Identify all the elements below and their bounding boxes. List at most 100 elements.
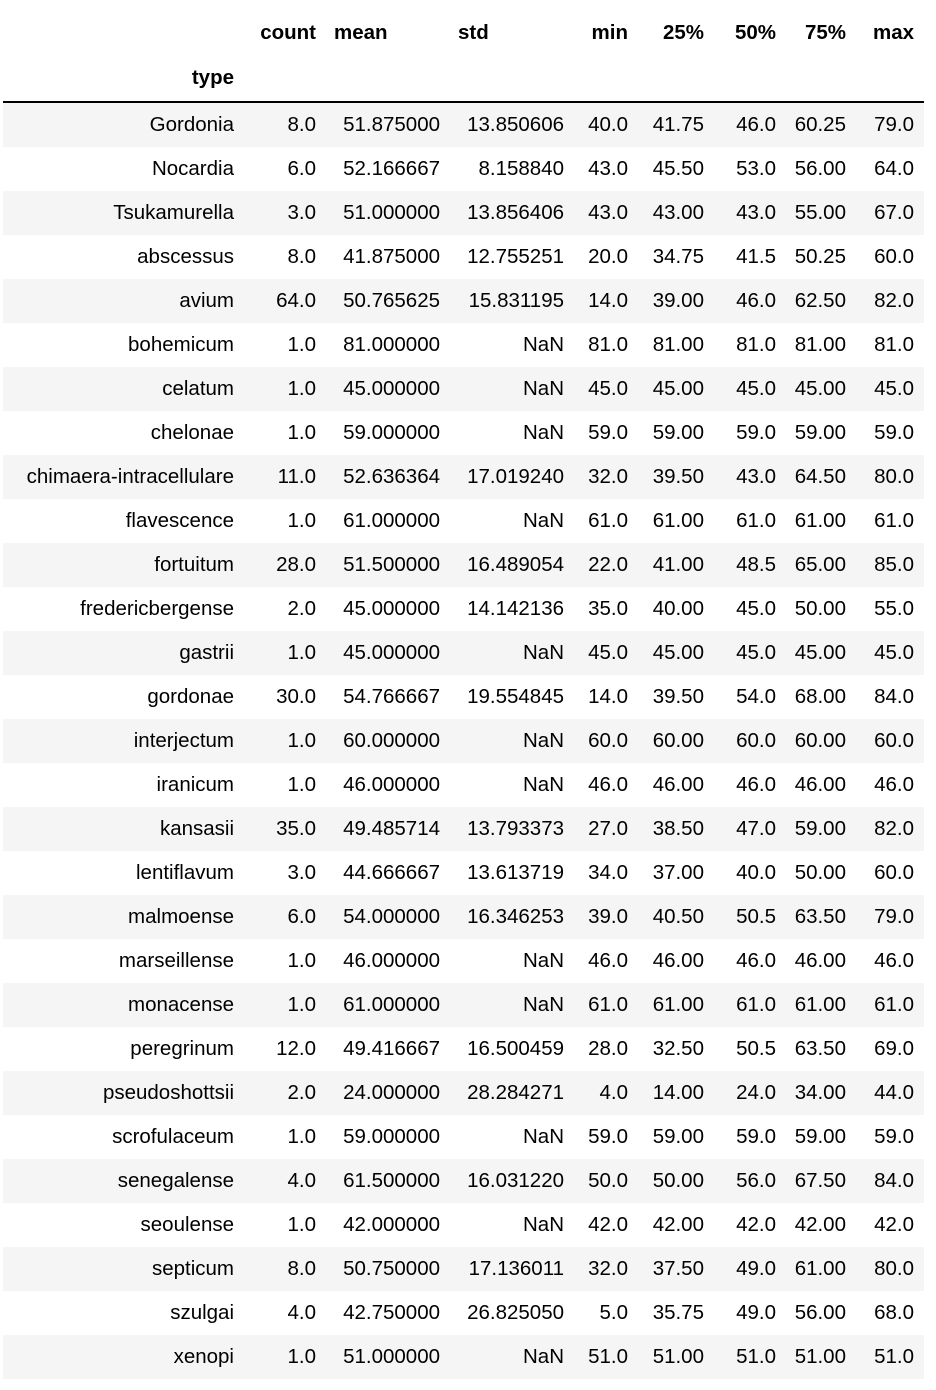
cell-count: 1.0 (287, 1125, 317, 1148)
cell-std: 26.825050 (467, 1301, 564, 1324)
row-index-label: scrofulaceum (112, 1125, 234, 1148)
cell-50pct: 40.0 (736, 861, 776, 884)
cell-std: NaN (522, 993, 564, 1016)
index-name-row: type (3, 55, 924, 103)
cell-std: 16.031220 (467, 1169, 564, 1192)
cell-std: NaN (522, 949, 564, 972)
row-index-label: chelonae (150, 421, 234, 444)
column-header-std: std (458, 21, 489, 44)
index-name-spacer (714, 55, 786, 103)
cell-50pct: 49.0 (736, 1301, 776, 1324)
cell-75pct: 59.00 (794, 817, 846, 840)
cell-min: 46.0 (588, 773, 628, 796)
column-header-max: max (872, 21, 914, 44)
cell-mean: 60.000000 (343, 729, 440, 752)
cell-50pct: 47.0 (736, 817, 776, 840)
cell-count: 1.0 (287, 641, 317, 664)
cell-50pct: 50.5 (736, 905, 776, 928)
index-name-spacer (786, 55, 856, 103)
cell-mean: 44.666667 (343, 861, 440, 884)
cell-mean: 51.000000 (343, 1345, 440, 1368)
row-index-label: szulgai (170, 1301, 234, 1324)
table-row: monacense 1.0 61.000000 NaN 61.0 61.00 61.0 61.… (3, 983, 924, 1027)
cell-75pct: 62.50 (794, 289, 846, 312)
cell-50pct: 60.0 (736, 729, 776, 752)
cell-50pct: 49.0 (736, 1257, 776, 1280)
cell-mean: 54.766667 (343, 685, 440, 708)
cell-max: 80.0 (874, 465, 914, 488)
cell-25pct: 45.00 (652, 641, 704, 664)
cell-min: 59.0 (588, 421, 628, 444)
cell-max: 51.0 (874, 1345, 914, 1368)
cell-25pct: 39.50 (652, 465, 704, 488)
cell-25pct: 45.00 (652, 377, 704, 400)
row-index-label: Nocardia (151, 157, 234, 180)
table-row: scrofulaceum 1.0 59.000000 NaN 59.0 59.00 59.0… (3, 1115, 924, 1159)
table-row: celatum 1.0 45.000000 NaN 45.0 45.00 45.0 45.00… (3, 367, 924, 411)
table-row: senegalense 4.0 61.500000 16.031220 50.0 50.0… (3, 1159, 924, 1203)
cell-std: 16.489054 (467, 553, 564, 576)
cell-min: 5.0 (599, 1301, 629, 1324)
column-header-mean: mean (334, 21, 388, 44)
cell-75pct: 60.00 (794, 729, 846, 752)
cell-count: 12.0 (276, 1037, 316, 1060)
row-index-label: bohemicum (128, 333, 234, 356)
cell-count: 4.0 (287, 1169, 317, 1192)
index-name-label: type (3, 55, 244, 103)
cell-75pct: 42.00 (794, 1213, 846, 1236)
row-index-label: seoulense (140, 1213, 234, 1236)
cell-max: 81.0 (874, 333, 914, 356)
cell-50pct: 81.0 (736, 333, 776, 356)
cell-75pct: 67.50 (794, 1169, 846, 1192)
cell-max: 60.0 (874, 729, 914, 752)
cell-std: NaN (522, 1125, 564, 1148)
table-row: Tsukamurella 3.0 51.000000 13.856406 43.0 43.… (3, 191, 924, 235)
cell-75pct: 50.00 (794, 597, 846, 620)
table-row: gordonae 30.0 54.766667 19.554845 14.0 39.50 5… (3, 675, 924, 719)
cell-75pct: 45.00 (794, 377, 846, 400)
cell-count: 1.0 (287, 1345, 317, 1368)
cell-std: 16.500459 (467, 1037, 564, 1060)
cell-std: NaN (522, 641, 564, 664)
row-index-label: monacense (128, 993, 234, 1016)
row-index-label: xenopi (173, 1345, 234, 1368)
cell-25pct: 81.00 (652, 333, 704, 356)
row-index-label: fredericbergense (80, 597, 234, 620)
cell-75pct: 61.00 (794, 1257, 846, 1280)
cell-75pct: 60.25 (794, 113, 846, 136)
table-row: seoulense 1.0 42.000000 NaN 42.0 42.00 42.0 42.… (3, 1203, 924, 1247)
cell-75pct: 63.50 (794, 905, 846, 928)
cell-50pct: 46.0 (736, 289, 776, 312)
row-index-label: Gordonia (149, 113, 234, 136)
cell-min: 14.0 (588, 685, 628, 708)
cell-count: 1.0 (287, 729, 317, 752)
cell-min: 51.0 (588, 1345, 628, 1368)
cell-25pct: 46.00 (652, 949, 704, 972)
column-header-count: count (260, 21, 316, 44)
cell-std: 15.831195 (468, 289, 564, 312)
cell-25pct: 40.50 (652, 905, 704, 928)
cell-50pct: 43.0 (736, 201, 776, 224)
cell-max: 84.0 (874, 1169, 914, 1192)
cell-min: 39.0 (588, 905, 628, 928)
cell-25pct: 39.00 (652, 289, 704, 312)
cell-mean: 59.000000 (343, 1125, 440, 1148)
cell-50pct: 56.0 (736, 1169, 776, 1192)
cell-std: 19.554845 (467, 685, 564, 708)
cell-75pct: 34.00 (794, 1081, 846, 1104)
cell-mean: 45.000000 (343, 597, 440, 620)
cell-count: 11.0 (277, 465, 316, 488)
cell-min: 60.0 (588, 729, 628, 752)
cell-count: 1.0 (287, 421, 317, 444)
cell-count: 35.0 (276, 817, 316, 840)
table-row: peregrinum 12.0 49.416667 16.500459 28.0 32.5… (3, 1027, 924, 1071)
cell-max: 59.0 (874, 1125, 914, 1148)
cell-mean: 42.000000 (343, 1213, 440, 1236)
cell-min: 43.0 (588, 201, 628, 224)
cell-min: 4.0 (599, 1081, 629, 1104)
table-row: marseillense 1.0 46.000000 NaN 46.0 46.00 46.0… (3, 939, 924, 983)
row-index-label: gordonae (147, 685, 234, 708)
column-header-row: count mean std min 25% 50% 75% max (3, 11, 924, 55)
cell-max: 61.0 (874, 993, 914, 1016)
cell-max: 55.0 (874, 597, 914, 620)
